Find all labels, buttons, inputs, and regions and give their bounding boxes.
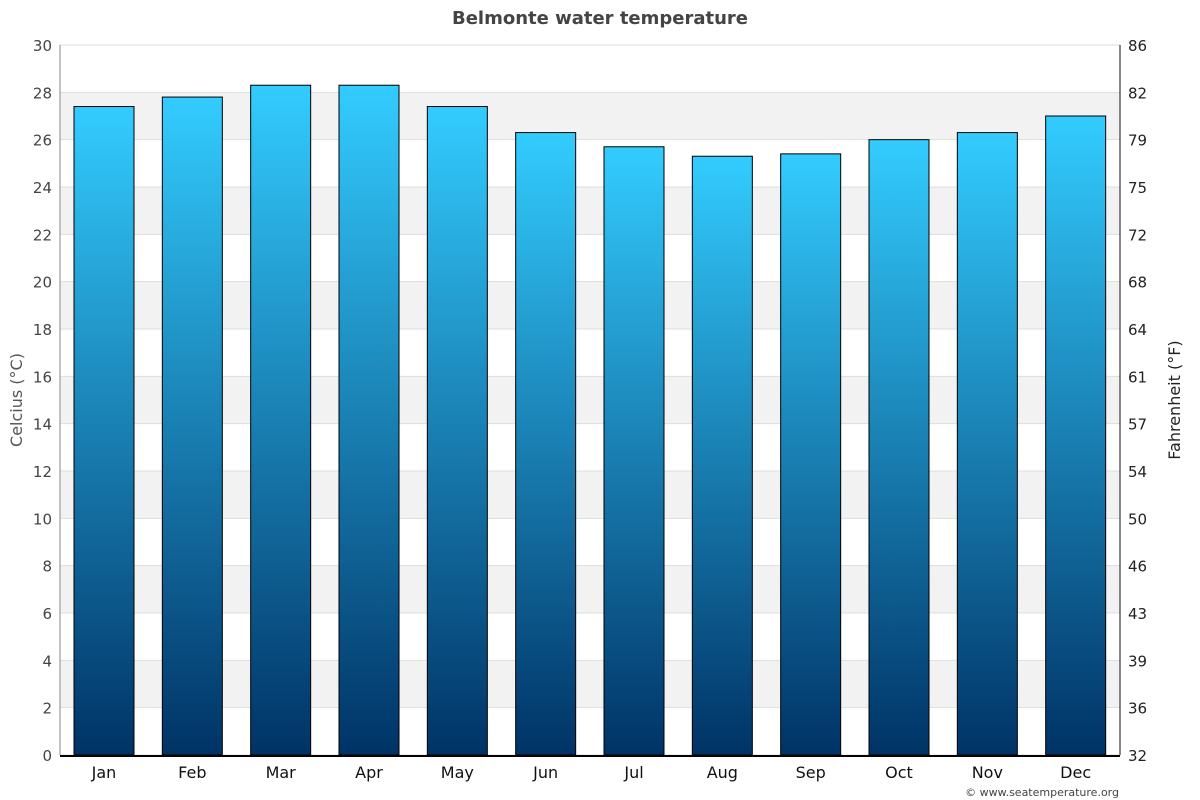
chart-title: Belmonte water temperature [452,8,748,29]
x-tick-label: Nov [972,763,1003,782]
grid-band [60,281,1120,329]
x-tick-label: Jul [623,763,643,782]
bar-aug [691,155,753,756]
grid-band [60,471,1120,519]
y2-tick-label: 46 [1128,558,1147,576]
y2-tick-label: 79 [1128,132,1147,150]
y2-tick-label: 43 [1128,605,1147,623]
x-tick-label: Feb [178,763,206,782]
y-tick-label: 18 [33,321,52,339]
y-tick-label: 12 [33,463,52,481]
bar-oct [868,139,930,756]
x-tick-label: Sep [796,763,826,782]
y-tick-label: 10 [33,510,52,528]
y-tick-label: 16 [33,368,52,386]
bar-sep [780,153,842,756]
credit: © www.seatemperature.org [965,786,1119,799]
y2-tick-label: 57 [1128,416,1147,434]
y2-tick-label: 61 [1128,368,1147,386]
bar-dec [1045,115,1107,756]
bar-feb [161,96,223,756]
y2-tick-label: 82 [1128,84,1147,102]
y2-tick-label: 68 [1128,274,1147,292]
y2-tick-label: 39 [1128,652,1147,670]
y2-axis-label: Fahrenheit (°F) [1165,340,1184,459]
y-tick-label: 0 [42,747,52,765]
bar-jan [73,106,135,756]
bar-apr [338,84,400,756]
grid-band [60,660,1120,708]
y-tick-label: 8 [42,558,52,576]
x-tick-label: Jan [91,763,117,782]
x-tick-label: Mar [266,763,297,782]
y-tick-label: 6 [42,605,52,623]
grid-band [60,376,1120,424]
y-tick-label: 28 [33,84,52,102]
y2-tick-label: 86 [1128,37,1147,55]
y2-tick-label: 54 [1128,463,1147,481]
x-tick-label: Apr [355,763,383,782]
y2-tick-label: 32 [1128,747,1147,765]
y2-tick-label: 72 [1128,226,1147,244]
bar-mar [250,84,312,756]
grid-band [60,565,1120,613]
y-tick-label: 24 [33,179,52,197]
y-tick-label: 26 [33,132,52,150]
y-tick-label: 22 [33,226,52,244]
x-tick-label: Jun [532,763,558,782]
y2-tick-label: 50 [1128,510,1147,528]
y2-tick-label: 36 [1128,700,1147,718]
grid-band [60,92,1120,140]
y-tick-label: 30 [33,37,52,55]
bar-nov [956,132,1018,756]
y-tick-label: 14 [33,416,52,434]
grid-band [60,187,1120,235]
x-tick-label: Oct [885,763,913,782]
y-axis-label: Celcius (°C) [7,353,26,447]
bar-may [426,106,488,756]
x-tick-label: Dec [1060,763,1091,782]
bar-jun [515,132,577,756]
x-tick-label: Aug [707,763,738,782]
y2-tick-label: 75 [1128,179,1147,197]
y-tick-label: 20 [33,274,52,292]
x-tick-label: May [441,763,474,782]
y-tick-label: 2 [42,700,52,718]
y2-tick-label: 64 [1128,321,1147,339]
y-tick-label: 4 [42,652,52,670]
bar-jul [603,146,665,756]
